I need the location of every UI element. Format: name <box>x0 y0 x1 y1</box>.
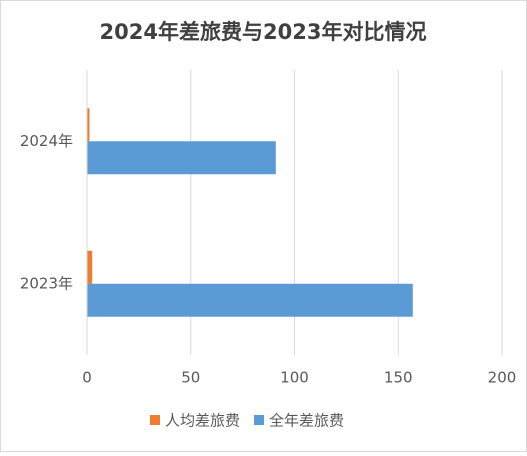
x-tick-label: 150 <box>384 369 413 387</box>
legend-label: 人均差旅费 <box>165 412 240 430</box>
x-tick-label: 0 <box>82 369 92 387</box>
bar <box>87 283 413 317</box>
bar <box>87 141 276 175</box>
x-tick-label: 200 <box>488 369 517 387</box>
bar <box>87 108 90 142</box>
bar <box>87 250 93 284</box>
legend-swatch <box>254 415 265 425</box>
y-tick-label: 2023年 <box>20 274 73 292</box>
x-tick-label: 100 <box>280 369 309 387</box>
legend-label: 全年差旅费 <box>269 412 344 430</box>
legend-swatch <box>150 415 160 425</box>
chart-title: 2024年差旅费与2023年对比情况 <box>100 20 427 44</box>
y-tick-label: 2024年 <box>20 132 73 150</box>
x-tick-label: 50 <box>181 369 200 387</box>
